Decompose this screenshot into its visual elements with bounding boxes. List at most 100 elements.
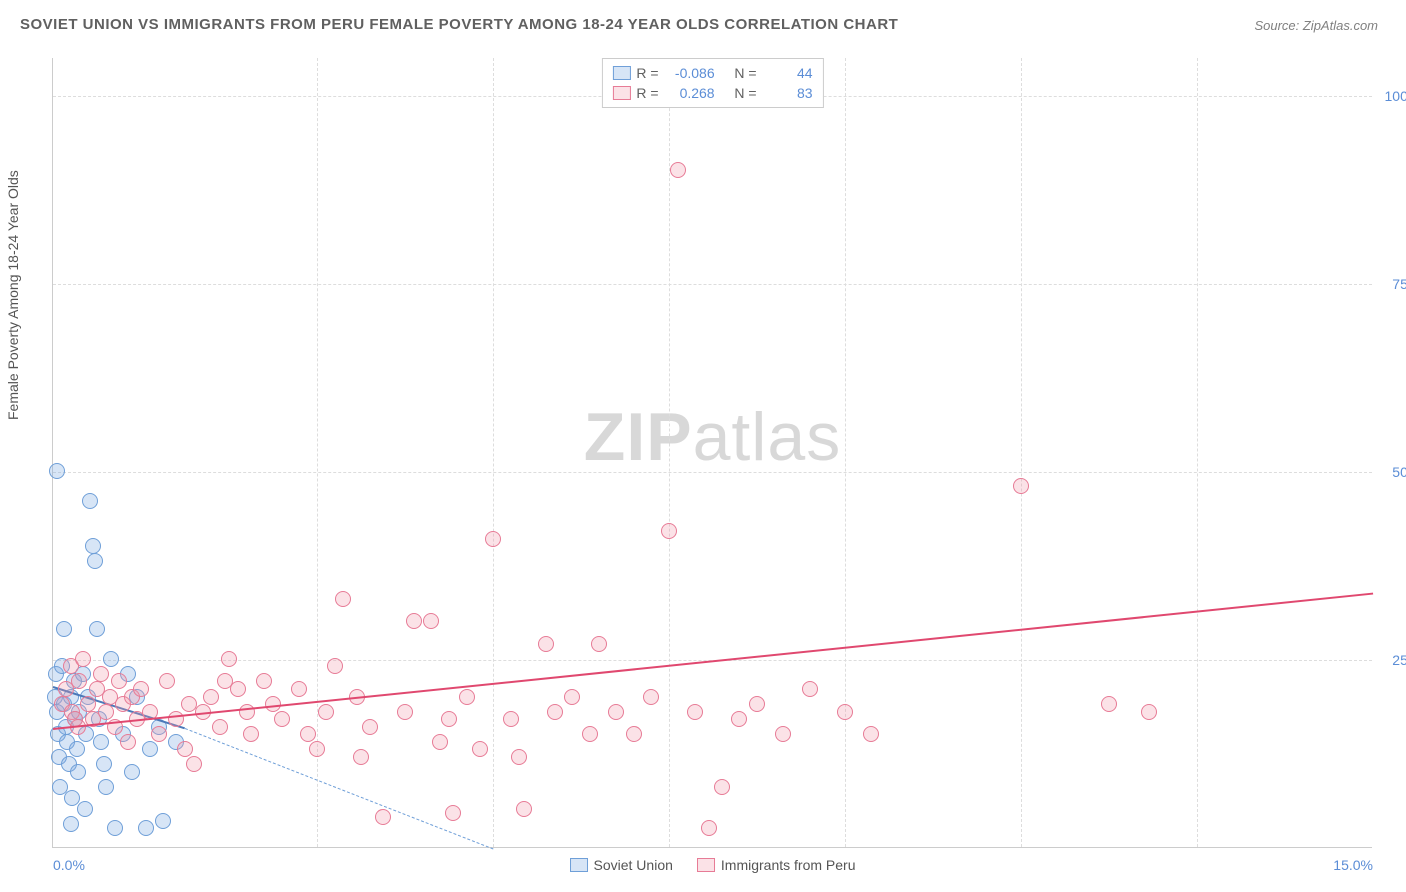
data-point xyxy=(608,704,624,720)
data-point xyxy=(168,711,184,727)
data-point xyxy=(300,726,316,742)
data-point xyxy=(406,613,422,629)
data-point xyxy=(353,749,369,765)
data-point xyxy=(775,726,791,742)
data-point xyxy=(591,636,607,652)
data-point xyxy=(155,813,171,829)
data-point xyxy=(177,741,193,757)
data-point xyxy=(802,681,818,697)
data-point xyxy=(96,756,112,772)
x-tick-label: 0.0% xyxy=(53,857,85,873)
data-point xyxy=(643,689,659,705)
scatter-plot: ZIPatlas R =-0.086 N =44R =0.268 N =83 S… xyxy=(52,58,1372,848)
legend-stats-row: R =-0.086 N =44 xyxy=(612,63,812,83)
n-value: 44 xyxy=(763,65,813,81)
gridline-horizontal xyxy=(53,284,1372,285)
series-name: Immigrants from Peru xyxy=(721,857,856,873)
data-point xyxy=(335,591,351,607)
data-point xyxy=(77,801,93,817)
data-point xyxy=(71,673,87,689)
data-point xyxy=(397,704,413,720)
data-point xyxy=(243,726,259,742)
data-point xyxy=(749,696,765,712)
r-label: R = xyxy=(636,65,658,81)
data-point xyxy=(186,756,202,772)
data-point xyxy=(701,820,717,836)
data-point xyxy=(87,553,103,569)
data-point xyxy=(107,820,123,836)
data-point xyxy=(511,749,527,765)
gridline-vertical xyxy=(1197,58,1198,847)
data-point xyxy=(56,621,72,637)
data-point xyxy=(309,741,325,757)
data-point xyxy=(239,704,255,720)
data-point xyxy=(274,711,290,727)
data-point xyxy=(103,651,119,667)
data-point xyxy=(98,704,114,720)
data-point xyxy=(212,719,228,735)
data-point xyxy=(291,681,307,697)
y-axis-label: Female Poverty Among 18-24 Year Olds xyxy=(5,170,21,420)
legend-series: Soviet Union Immigrants from Peru xyxy=(570,857,856,873)
legend-stats-row: R = 0.268 N = 83 xyxy=(612,83,812,103)
data-point xyxy=(1101,696,1117,712)
data-point xyxy=(120,734,136,750)
series-name: Soviet Union xyxy=(594,857,673,873)
data-point xyxy=(1141,704,1157,720)
n-label: N = xyxy=(734,85,756,101)
data-point xyxy=(564,689,580,705)
data-point xyxy=(93,666,109,682)
data-point xyxy=(111,673,127,689)
data-point xyxy=(445,805,461,821)
data-point xyxy=(318,704,334,720)
data-point xyxy=(503,711,519,727)
data-point xyxy=(82,493,98,509)
data-point xyxy=(423,613,439,629)
y-tick-label: 100.0% xyxy=(1382,88,1406,104)
y-tick-label: 50.0% xyxy=(1382,464,1406,480)
data-point xyxy=(221,651,237,667)
r-label: R = xyxy=(636,85,658,101)
x-tick-label: 15.0% xyxy=(1333,857,1373,873)
data-point xyxy=(362,719,378,735)
gridline-vertical xyxy=(1021,58,1022,847)
data-point xyxy=(432,734,448,750)
chart-title: SOVIET UNION VS IMMIGRANTS FROM PERU FEM… xyxy=(20,16,898,33)
data-point xyxy=(142,741,158,757)
gridline-vertical xyxy=(493,58,494,847)
data-point xyxy=(89,621,105,637)
data-point xyxy=(63,816,79,832)
data-point xyxy=(472,741,488,757)
legend-swatch xyxy=(612,86,630,100)
data-point xyxy=(327,658,343,674)
trend-line xyxy=(53,592,1373,729)
watermark-atlas: atlas xyxy=(693,399,842,475)
source-label: Source: ZipAtlas.com xyxy=(1254,18,1378,33)
watermark-zip: ZIP xyxy=(584,399,693,475)
gridline-vertical xyxy=(669,58,670,847)
data-point xyxy=(85,538,101,554)
data-point xyxy=(538,636,554,652)
data-point xyxy=(75,651,91,667)
data-point xyxy=(98,779,114,795)
data-point xyxy=(80,696,96,712)
r-value: 0.268 xyxy=(665,85,715,101)
data-point xyxy=(49,463,65,479)
data-point xyxy=(837,704,853,720)
legend-stats-box: R = -0.086 N = 44 R = 0.268 N = 83 xyxy=(601,58,823,108)
data-point xyxy=(731,711,747,727)
data-point xyxy=(124,764,140,780)
legend-swatch xyxy=(570,858,588,872)
data-point xyxy=(516,801,532,817)
r-value: -0.086 xyxy=(665,65,715,81)
data-point xyxy=(687,704,703,720)
legend-swatch xyxy=(697,858,715,872)
n-value: 83 xyxy=(763,85,813,101)
data-point xyxy=(441,711,457,727)
data-point xyxy=(1013,478,1029,494)
data-point xyxy=(203,689,219,705)
data-point xyxy=(151,726,167,742)
data-point xyxy=(159,673,175,689)
data-point xyxy=(375,809,391,825)
data-point xyxy=(714,779,730,795)
